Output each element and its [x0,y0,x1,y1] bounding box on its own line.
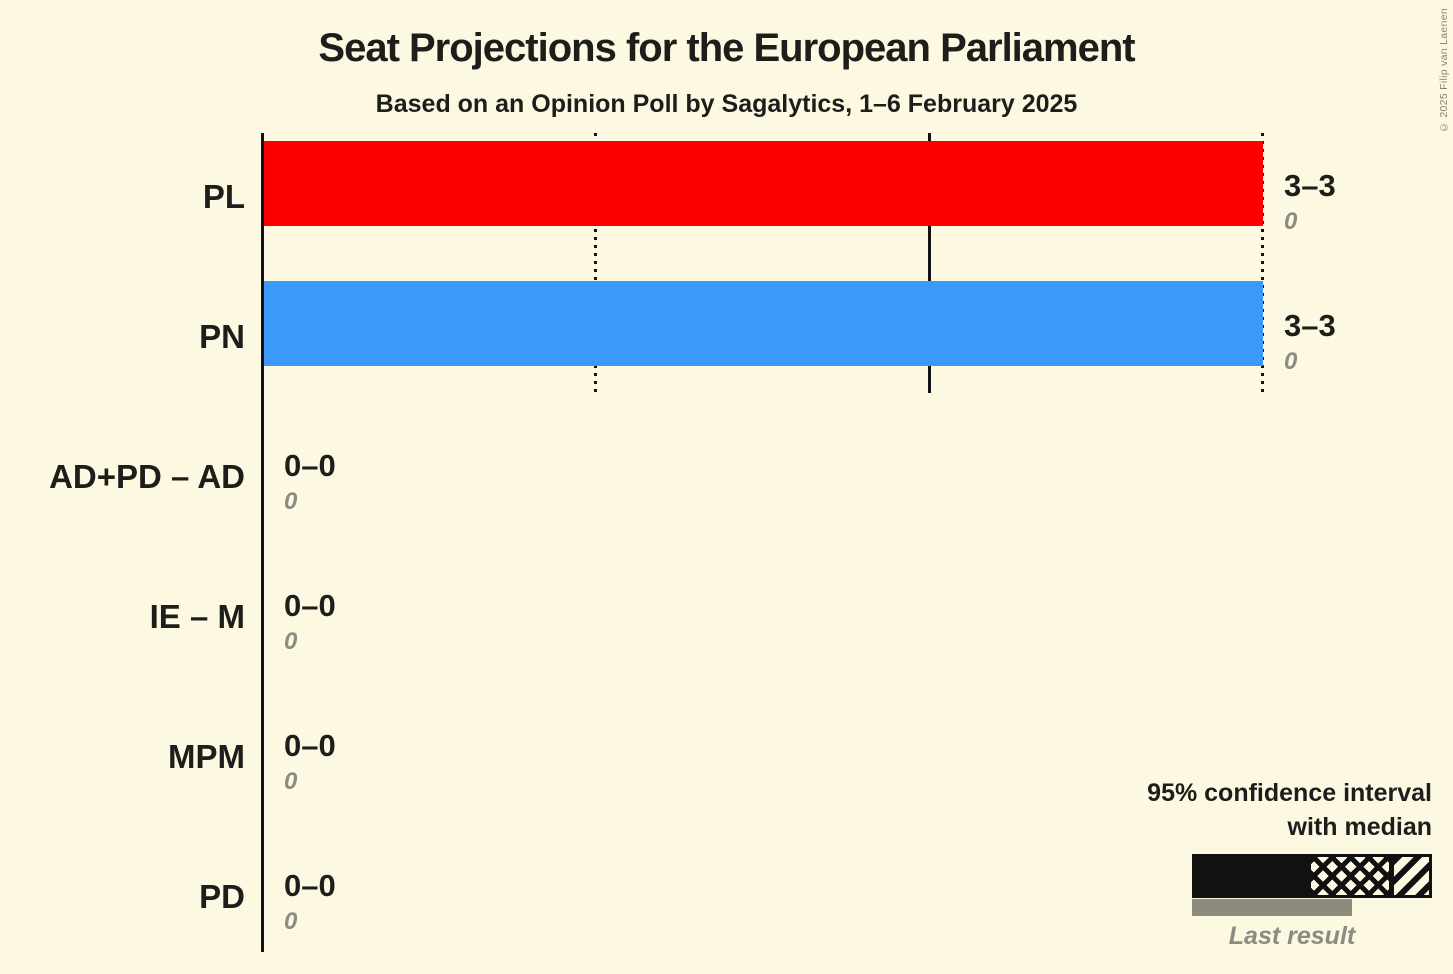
chart-row-ie-m: IE – M 0–0 0 [0,553,1453,693]
gridline-2-seats [928,133,931,393]
range-label: 0–0 [284,728,336,763]
legend-crosshatch-segment [1311,857,1389,895]
party-label: PD [199,878,245,915]
chart-row-mpm: MPM 0–0 0 [0,693,1453,833]
last-result-label: 0 [1284,208,1298,235]
last-result-label: 0 [1284,348,1298,375]
range-label: 0–0 [284,868,336,903]
chart-row-pd: PD 0–0 0 [0,833,1453,973]
copyright-notice: © 2025 Filip van Laenen [1438,8,1450,134]
chart-row-pl: PL 3–3 0 [0,133,1453,273]
bar-chart-area: PL 3–3 0 PN 3–3 0 AD+PD – AD 0–0 0 IE – … [0,133,1453,953]
range-label: 3–3 [1284,308,1336,343]
ci-bar [263,141,1263,226]
party-label: PL [202,178,245,215]
ci-bar [263,281,1263,366]
party-label: MPM [168,738,245,775]
range-label: 0–0 [284,588,336,623]
chart-subtitle: Based on an Opinion Poll by Sagalytics, … [375,90,1078,118]
legend-solid-segment [1195,857,1311,895]
legend-ci-sample-bar [1192,854,1432,898]
gridline-3-seats [1261,133,1264,393]
legend-ci-label-line2: with median [1287,813,1432,841]
chart-row-adpd-ad: AD+PD – AD 0–0 0 [0,413,1453,553]
chart-title: Seat Projections for the European Parlia… [318,26,1135,70]
legend-ci-label-line1: 95% confidence interval [1147,779,1432,807]
y-axis-line [261,133,264,952]
range-label: 0–0 [284,448,336,483]
last-result-label: 0 [284,908,298,935]
legend-last-result-label: Last result [1228,922,1356,950]
party-label: PN [199,318,245,355]
gridline-1-seat [594,133,597,393]
legend-segment-divider [1389,857,1394,895]
legend-last-result-sample-bar [1192,899,1352,916]
party-label: AD+PD – AD [49,458,245,495]
party-label: IE – M [149,598,245,635]
last-result-label: 0 [284,768,298,795]
legend-stripes-segment [1394,857,1429,895]
last-result-label: 0 [284,628,298,655]
chart-row-pn: PN 3–3 0 [0,273,1453,413]
range-label: 3–3 [1284,168,1336,203]
last-result-label: 0 [284,488,298,515]
